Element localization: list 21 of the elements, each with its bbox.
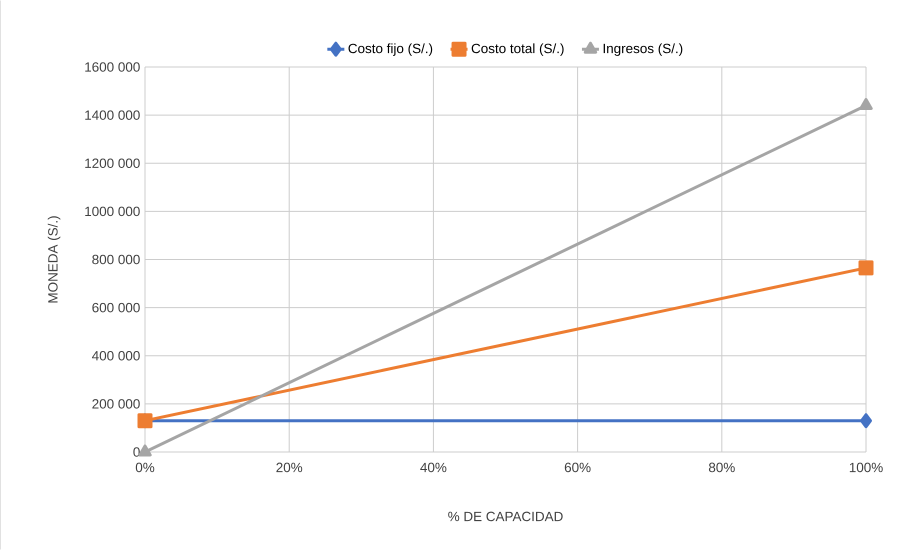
point bbox=[858, 260, 874, 276]
y-tick-label: 200 000 bbox=[92, 399, 140, 409]
legend-label: Costo total (S/.) bbox=[472, 43, 564, 56]
y-tick-label: 1600 000 bbox=[85, 62, 140, 72]
point bbox=[860, 413, 872, 428]
x-tick-label: 40% bbox=[420, 462, 446, 472]
y-tick-label: 1200 000 bbox=[85, 158, 140, 168]
x-tick-label: 60% bbox=[564, 462, 591, 472]
legend-label: Ingresos (S/.) bbox=[604, 43, 682, 56]
x-tick-label: 100% bbox=[850, 462, 883, 472]
x-axis-title: % DE CAPACIDAD bbox=[448, 512, 563, 522]
y-tick-label: 1400 000 bbox=[85, 110, 140, 120]
x-tick-label: 20% bbox=[276, 462, 302, 472]
legend-label: Costo fijo (S/.) bbox=[348, 43, 432, 56]
y-tick-label: 1000 000 bbox=[85, 206, 140, 216]
x-tick-label: 80% bbox=[708, 462, 735, 472]
y-tick-label: 800 000 bbox=[92, 254, 140, 264]
y-axis-title: MONEDA (S/.) bbox=[48, 216, 60, 302]
x-tick-label: 0% bbox=[136, 462, 154, 472]
y-tick-label: 600 000 bbox=[92, 302, 140, 312]
y-tick-label: 400 000 bbox=[92, 350, 140, 361]
